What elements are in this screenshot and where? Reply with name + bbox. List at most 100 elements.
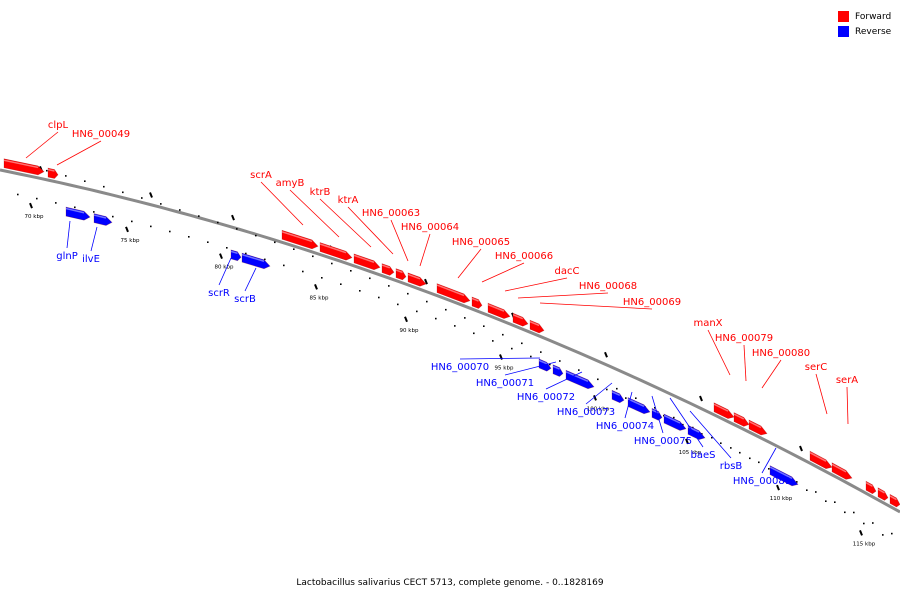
minor-tick [825,500,827,502]
forward-gene-arrow [381,263,395,276]
minor-tick [331,262,333,265]
minor-tick [283,264,285,267]
forward-leader-line [457,248,482,279]
forward-gene-arrow-highlight [487,304,505,312]
minor-tick [359,290,361,292]
reverse-leader-line [669,397,704,448]
minor-tick [435,317,437,320]
minor-tick [492,340,494,342]
minor-tick [245,252,247,255]
reverse-gene-arrow-highlight [611,391,621,396]
minor-tick [720,442,722,444]
forward-gene-arrow-highlight [471,297,479,302]
forward-gene-label: serA [836,375,858,386]
minor-tick [806,489,808,491]
reverse-gene-arrow [651,407,663,421]
minor-tick [521,342,523,345]
forward-gene-arrow-highlight [512,314,524,320]
minor-tick [188,236,190,238]
minor-tick [302,270,304,273]
major-tick [776,484,780,491]
minor-tick [844,511,846,514]
forward-gene-arrow [3,158,45,176]
forward-gene-arrow-highlight [865,482,873,487]
reverse-gene-label: HN6_00070 [431,362,489,373]
forward-gene-arrow [512,312,529,327]
major-tick [404,316,408,323]
marker-tick [699,395,703,402]
forward-gene-arrow [353,253,381,271]
forward-gene-arrow-highlight [877,488,885,494]
forward-gene-arrow [713,402,735,419]
forward-leader-line [481,262,525,283]
reverse-swatch [838,26,849,37]
reverse-gene-arrow [241,252,271,270]
forward-gene-label: HN6_00080 [752,348,810,359]
forward-leader-line [539,302,653,310]
minor-tick [635,397,637,399]
marker-tick [604,351,608,358]
minor-tick [217,221,219,224]
minor-tick [606,388,608,391]
reverse-gene-label: scrB [234,294,256,305]
forward-gene-label: clpL [48,120,69,131]
minor-tick [597,378,599,381]
forward-gene-arrow [407,272,427,287]
minor-tick [293,248,295,250]
minor-tick [768,468,770,470]
forward-gene-arrow [281,229,319,250]
forward-gene-arrow [809,450,833,470]
forward-gene-arrow [877,487,889,501]
forward-gene-arrow [733,412,750,427]
forward-gene-arrow-highlight [529,320,540,327]
forward-gene-arrow [487,302,511,319]
scale-label: 115 kbp [853,541,876,547]
minor-tick [312,255,314,258]
reverse-leader-line [90,226,98,252]
reverse-gene-arrow-highlight [769,466,793,480]
forward-swatch [838,11,849,22]
forward-leader-line [56,140,102,166]
minor-tick [445,308,447,311]
reverse-leader-line [504,361,557,376]
forward-gene-arrow [319,242,353,261]
major-tick [314,283,318,290]
scale-label: 105 kbp [679,450,702,456]
forward-gene-label: HN6_00063 [362,208,420,219]
reverse-gene-arrow-highlight [241,253,265,262]
forward-gene-arrow-highlight [407,273,421,280]
forward-leader-line [25,131,59,159]
minor-tick [559,360,561,362]
forward-gene-label: HN6_00079 [715,333,773,344]
major-tick [219,253,223,260]
minor-tick [340,283,342,285]
reverse-gene-arrow-highlight [93,214,107,219]
scale-label: 100 kbp [587,406,610,412]
forward-gene-label: amyB [276,178,305,189]
reverse-gene-arrow [552,364,564,377]
forward-leader-line [319,198,372,248]
forward-gene-arrow [865,480,877,495]
forward-gene-arrow-highlight [47,168,55,172]
forward-leader-line [289,189,340,238]
backbone-line [0,168,900,514]
minor-tick [416,310,418,313]
reverse-gene-arrow-highlight [230,250,238,255]
minor-tick [255,234,257,237]
forward-gene-label: HN6_00065 [452,237,510,248]
reverse-gene-arrow [627,397,651,415]
reverse-leader-line [218,257,232,286]
major-tick [29,202,33,209]
minor-tick [378,296,380,299]
reverse-gene-label: rbsB [720,461,743,472]
reverse-leader-line [459,357,541,360]
forward-gene-arrow-highlight [748,420,762,429]
reverse-gene-arrow-highlight [552,365,560,370]
forward-gene-arrow-highlight [353,254,375,264]
minor-tick [369,277,371,280]
scale-label: 75 kbp [121,238,140,244]
genome-backbone [0,168,900,514]
forward-leader-line [815,373,828,415]
